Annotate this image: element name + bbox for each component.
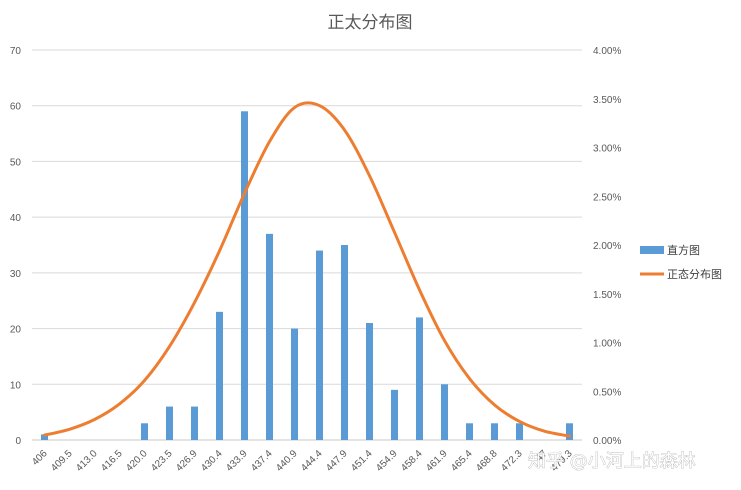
right-y-tick-label: 2.50% <box>593 192 621 203</box>
x-tick-label: 433.9 <box>224 448 250 474</box>
x-tick-label: 468.8 <box>474 448 500 474</box>
x-tick-label: 458.4 <box>399 448 425 474</box>
right-y-axis: 0.00% 0.50% 1.00% 1.50% 2.00% 2.50% 3.00% 3.50%… <box>593 46 621 447</box>
left-y-tick-label: 60 <box>10 102 22 113</box>
gridlines <box>32 49 582 441</box>
histogram-bar <box>191 406 198 440</box>
histogram-bar <box>566 423 573 440</box>
histogram-bars <box>41 111 573 441</box>
histogram-bar <box>341 245 348 440</box>
normal-curve-layer <box>43 101 571 438</box>
x-tick-label: 406 <box>30 448 50 468</box>
right-y-tick-label: 0.00% <box>593 436 621 447</box>
x-tick-label: 430.4 <box>199 448 225 474</box>
histogram-bar <box>366 323 373 440</box>
histogram-bar <box>491 423 498 440</box>
left-y-tick-label: 40 <box>10 213 22 224</box>
right-y-tick-label: 1.50% <box>593 290 621 301</box>
legend-swatch-histogram <box>640 246 664 254</box>
histogram-bar <box>141 423 148 440</box>
histogram-bar <box>41 434 48 440</box>
left-y-axis: 0 10 20 30 40 50 60 70 <box>10 46 22 447</box>
x-tick-label: 472.3 <box>499 448 525 474</box>
x-tick-label: 465.4 <box>449 448 475 474</box>
histogram-bar <box>316 250 323 440</box>
left-y-tick-label: 20 <box>10 325 22 336</box>
x-tick-label: 416.5 <box>99 448 125 474</box>
legend: 直方图 正态分布图 <box>640 243 722 281</box>
watermark: 知乎 @小河上的森林 <box>528 451 696 472</box>
right-y-tick-label: 3.00% <box>593 144 621 155</box>
left-y-tick-label: 70 <box>10 46 22 57</box>
histogram-bar <box>291 328 298 440</box>
histogram-bar <box>166 406 173 440</box>
histogram-bar <box>266 233 273 440</box>
right-y-tick-label: 3.50% <box>593 95 621 106</box>
histogram-bar <box>416 317 423 440</box>
x-tick-label: 423.5 <box>149 448 175 474</box>
right-y-tick-label: 1.00% <box>593 339 621 350</box>
chart-title: 正太分布图 <box>328 13 413 33</box>
x-tick-label: 409.5 <box>49 448 75 474</box>
x-tick-label: 413.0 <box>74 448 100 474</box>
x-tick-label: 440.9 <box>274 448 300 474</box>
x-tick-label: 426.9 <box>174 448 200 474</box>
x-tick-label: 451.4 <box>349 448 375 474</box>
left-y-tick-label: 0 <box>15 436 21 447</box>
left-y-tick-label: 30 <box>10 269 22 280</box>
x-tick-label: 447.9 <box>324 448 350 474</box>
legend-label-normal-curve: 正态分布图 <box>667 268 722 281</box>
histogram-bar <box>441 384 448 440</box>
legend-label-histogram: 直方图 <box>667 243 700 257</box>
x-axis: 406 409.5 413.0 416.5 420.0 423.5 426.9 430.4 43… <box>30 448 575 474</box>
x-tick-label: 420.0 <box>124 448 150 474</box>
x-tick-label: 444.4 <box>299 448 325 474</box>
x-tick-label: 461.9 <box>424 448 450 474</box>
histogram-bar <box>241 111 248 441</box>
right-y-tick-label: 4.00% <box>593 46 621 57</box>
left-y-tick-label: 10 <box>10 380 22 391</box>
right-y-tick-label: 2.00% <box>593 241 621 252</box>
left-y-tick-label: 50 <box>10 157 22 168</box>
histogram-bar <box>466 423 473 440</box>
histogram-bar <box>516 423 523 440</box>
normal-curve-line <box>43 101 571 438</box>
histogram-bar <box>216 311 223 440</box>
right-y-tick-label: 0.50% <box>593 387 621 398</box>
x-tick-label: 437.4 <box>249 448 275 474</box>
histogram-bar <box>391 389 398 440</box>
x-tick-label: 454.9 <box>374 448 400 474</box>
